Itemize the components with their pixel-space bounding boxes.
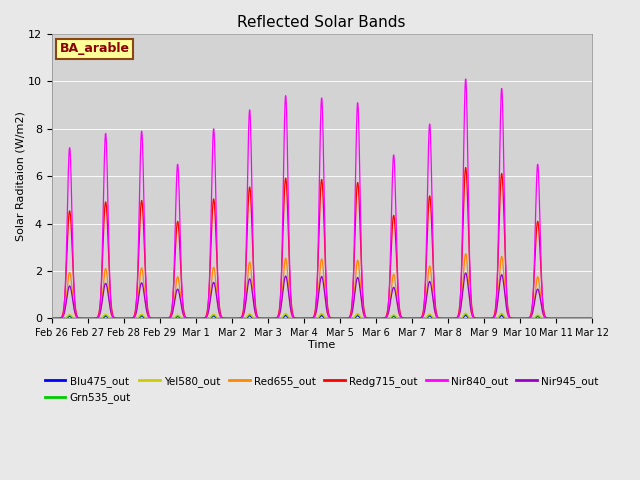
Grn535_out [588, 315, 596, 321]
Line: Grn535_out: Grn535_out [52, 314, 592, 318]
Nir945_out [520, 315, 527, 321]
Line: Nir945_out: Nir945_out [52, 273, 592, 318]
Yel580_out [577, 315, 585, 321]
Red655_out [520, 315, 527, 321]
Grn535_out [141, 315, 149, 321]
Nir945_out [462, 270, 470, 276]
Redg715_out [48, 315, 56, 321]
Nir945_out [255, 315, 263, 321]
Yel580_out [520, 315, 527, 321]
X-axis label: Time: Time [308, 339, 335, 349]
Red655_out [255, 315, 263, 321]
Blu475_out [255, 315, 263, 321]
Red655_out [588, 315, 596, 321]
Redg715_out [577, 315, 585, 321]
Nir840_out [109, 315, 117, 321]
Nir840_out [48, 315, 56, 321]
Red655_out [577, 315, 585, 321]
Grn535_out [462, 311, 470, 317]
Yel580_out [462, 310, 470, 316]
Yel580_out [48, 315, 56, 321]
Nir840_out [462, 76, 470, 82]
Grn535_out [520, 315, 527, 321]
Title: Reflected Solar Bands: Reflected Solar Bands [237, 15, 406, 30]
Nir945_out [109, 314, 117, 320]
Yel580_out [588, 315, 596, 321]
Nir945_out [577, 315, 585, 321]
Yel580_out [48, 315, 56, 321]
Line: Redg715_out: Redg715_out [52, 168, 592, 318]
Yel580_out [141, 315, 149, 321]
Nir840_out [588, 315, 596, 321]
Redg715_out [588, 315, 596, 321]
Grn535_out [48, 315, 56, 321]
Red655_out [278, 290, 286, 296]
Nir840_out [141, 266, 149, 272]
Text: BA_arable: BA_arable [60, 42, 130, 55]
Nir840_out [278, 235, 286, 241]
Line: Nir840_out: Nir840_out [52, 79, 592, 318]
Nir945_out [278, 294, 286, 300]
Blu475_out [49, 315, 56, 321]
Yel580_out [109, 315, 117, 321]
Legend: Blu475_out, Grn535_out, Yel580_out, Red655_out, Redg715_out, Nir840_out, Nir945_: Blu475_out, Grn535_out, Yel580_out, Red6… [40, 372, 603, 408]
Redg715_out [520, 315, 527, 321]
Red655_out [48, 315, 56, 321]
Redg715_out [278, 250, 286, 256]
Redg715_out [141, 272, 149, 278]
Grn535_out [109, 315, 117, 321]
Grn535_out [48, 315, 56, 321]
Red655_out [141, 300, 149, 305]
Nir945_out [588, 315, 596, 321]
Nir945_out [141, 300, 149, 306]
Nir945_out [48, 315, 56, 321]
Y-axis label: Solar Raditaion (W/m2): Solar Raditaion (W/m2) [15, 111, 25, 241]
Nir840_out [255, 315, 263, 321]
Line: Red655_out: Red655_out [52, 254, 592, 318]
Line: Yel580_out: Yel580_out [52, 313, 592, 318]
Grn535_out [255, 315, 263, 321]
Blu475_out [577, 315, 585, 321]
Grn535_out [278, 315, 286, 321]
Red655_out [48, 315, 56, 321]
Blu475_out [109, 315, 117, 321]
Blu475_out [588, 315, 596, 321]
Blu475_out [48, 315, 56, 321]
Nir945_out [49, 315, 56, 321]
Red655_out [109, 315, 117, 321]
Blu475_out [278, 315, 286, 321]
Grn535_out [577, 315, 585, 321]
Blu475_out [462, 312, 470, 318]
Redg715_out [109, 313, 117, 319]
Redg715_out [255, 315, 263, 321]
Nir840_out [577, 315, 585, 321]
Nir840_out [520, 315, 527, 321]
Redg715_out [48, 315, 56, 321]
Nir840_out [48, 315, 56, 321]
Redg715_out [462, 165, 470, 170]
Yel580_out [278, 314, 286, 320]
Blu475_out [520, 315, 527, 321]
Yel580_out [255, 315, 263, 321]
Red655_out [462, 251, 470, 257]
Line: Blu475_out: Blu475_out [52, 315, 592, 318]
Blu475_out [141, 315, 149, 321]
